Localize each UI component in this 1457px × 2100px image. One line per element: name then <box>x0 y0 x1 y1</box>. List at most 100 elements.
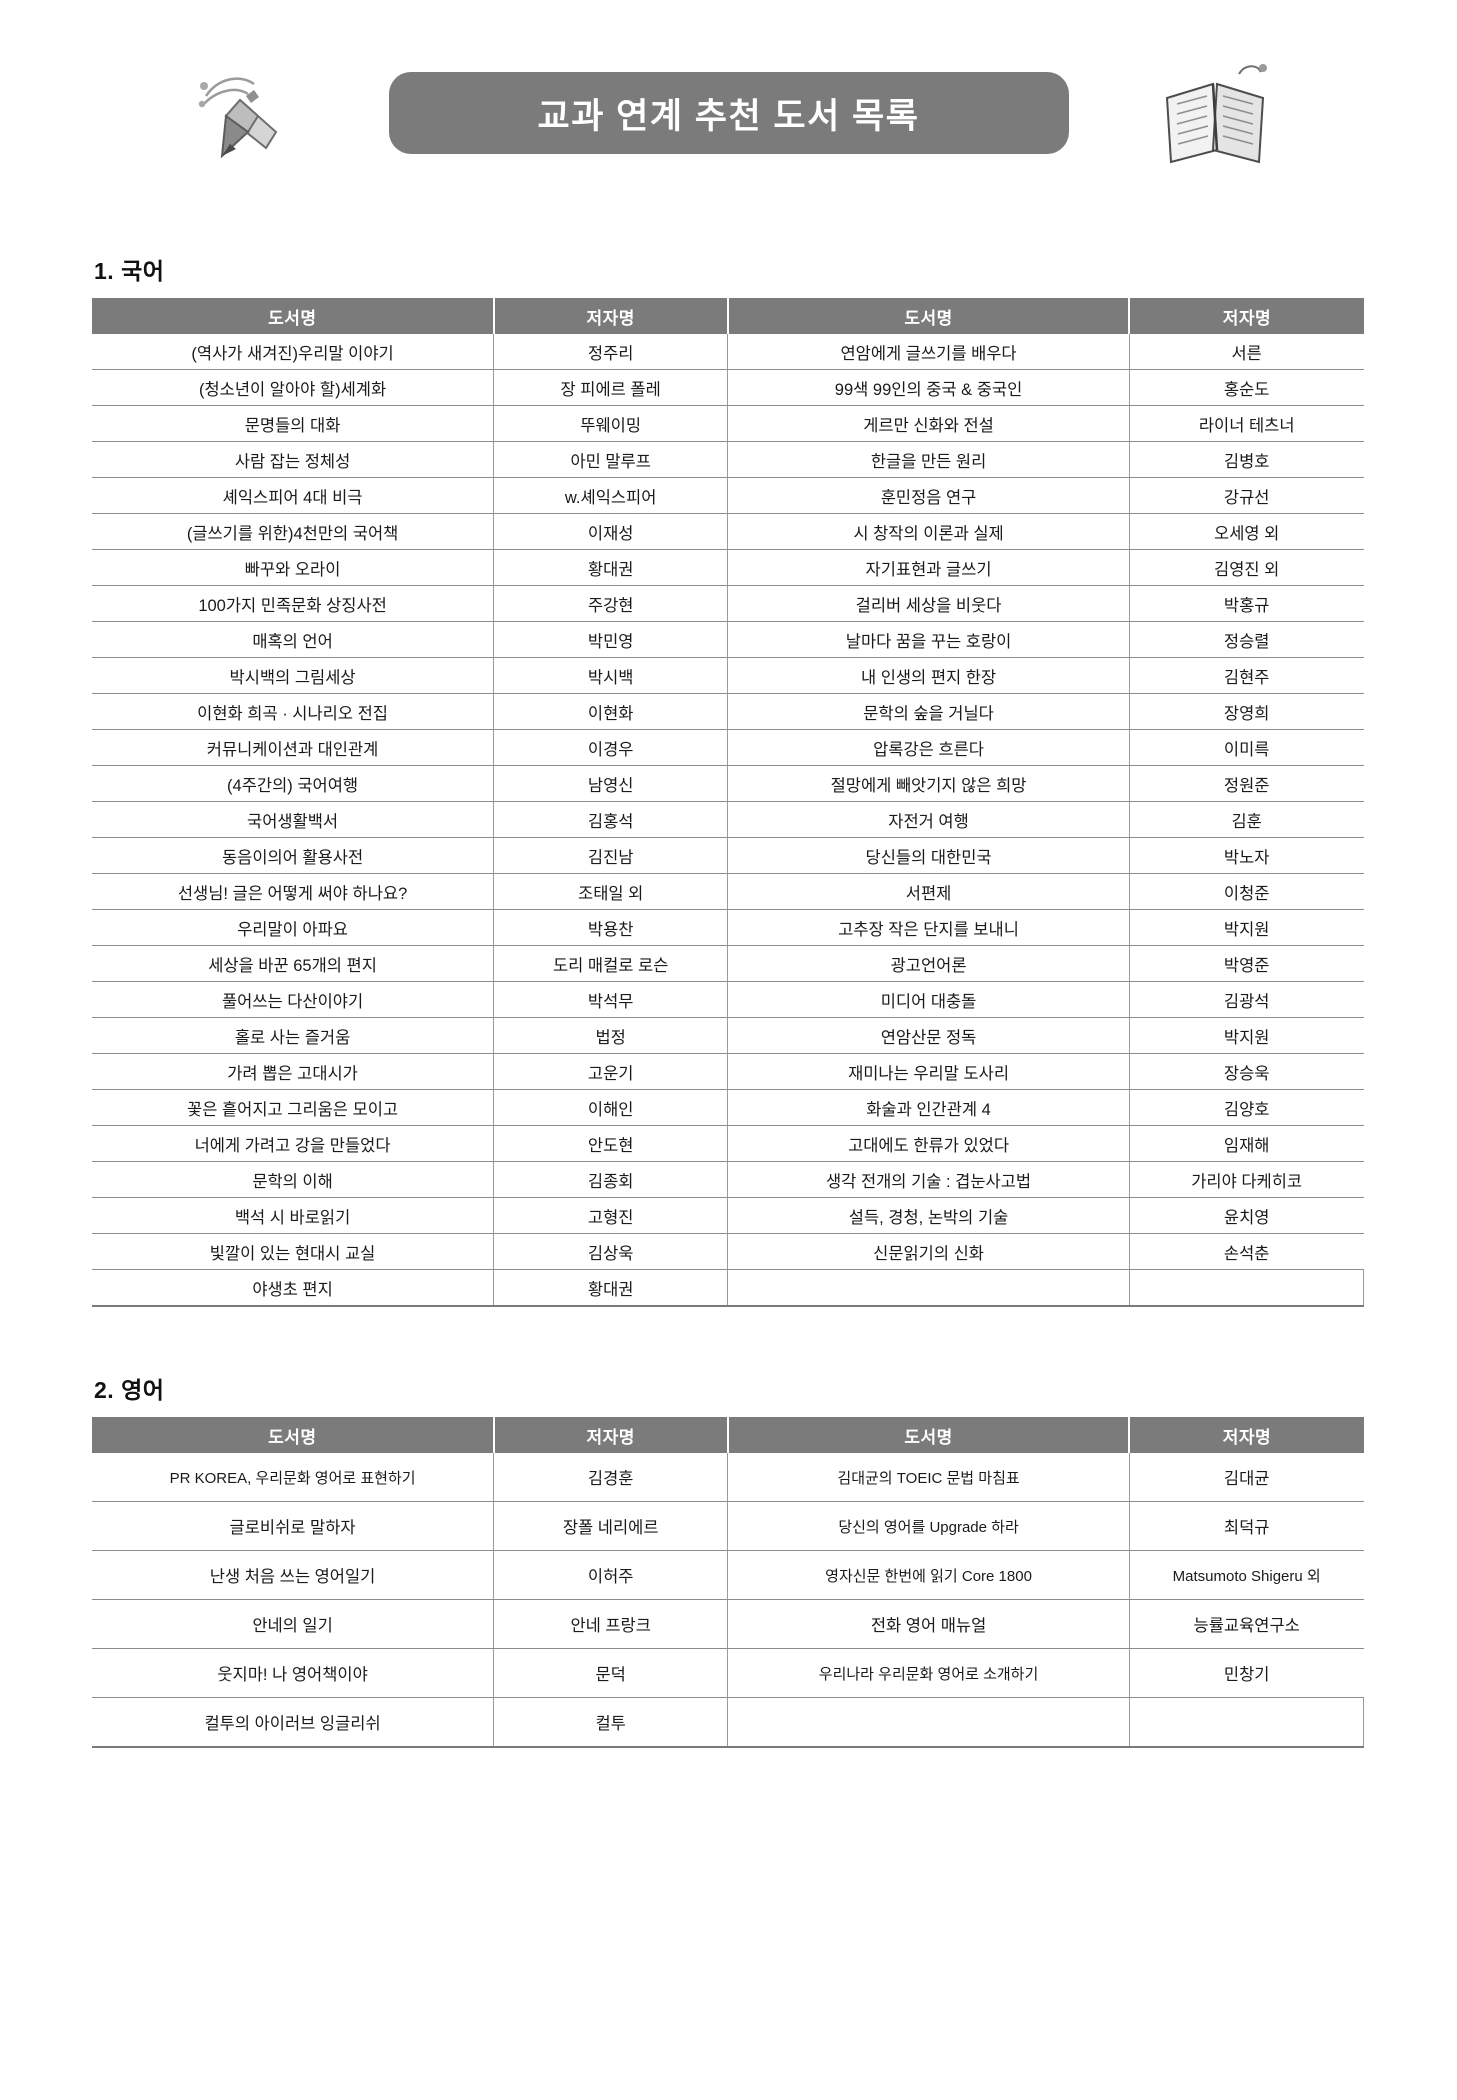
author-name-cell: 임재해 <box>1129 1125 1364 1162</box>
table-row: 야생초 편지 황대권 <box>92 1269 1365 1307</box>
table-row: 커뮤니케이션과 대인관계 이경우 압록강은 흐른다 이미륵 <box>92 729 1364 766</box>
author-name-cell: 법정 <box>493 1017 729 1054</box>
author-name-cell: 라이너 테츠너 <box>1129 405 1364 442</box>
book-title-cell: 연암에게 글쓰기를 배우다 <box>727 334 1130 370</box>
column-header-title-right: 도서명 <box>727 298 1131 334</box>
table-row: 글로비쉬로 말하자 장폴 네리에르 당신의 영어를 Upgrade 하라 최덕규 <box>92 1501 1364 1551</box>
table-row: (역사가 새겨진)우리말 이야기 정주리 연암에게 글쓰기를 배우다 서른 <box>92 334 1364 370</box>
book-title-cell: 국어생활백서 <box>92 801 495 838</box>
book-title-cell: 너에게 가려고 강을 만들었다 <box>92 1125 495 1162</box>
column-header-title-left: 도서명 <box>92 298 495 334</box>
author-name-cell: 손석춘 <box>1129 1233 1364 1270</box>
book-title-cell: 문학의 숲을 거닐다 <box>727 693 1130 730</box>
book-title-cell: 신문읽기의 신화 <box>727 1233 1130 1270</box>
table-row: 꽃은 흩어지고 그리움은 모이고 이해인 화술과 인간관계 4 김양호 <box>92 1089 1364 1126</box>
author-name-cell: 김상욱 <box>493 1233 729 1270</box>
book-title-cell: 매혹의 언어 <box>92 621 495 658</box>
book-title-cell: 광고언어론 <box>727 945 1130 982</box>
book-title-cell: 박시백의 그림세상 <box>92 657 495 694</box>
book-title-cell: 꽃은 흩어지고 그리움은 모이고 <box>92 1089 495 1126</box>
book-title-cell: 안네의 일기 <box>92 1599 495 1649</box>
author-name-cell: 박영준 <box>1129 945 1364 982</box>
book-title-cell: 설득, 경청, 논박의 기술 <box>727 1197 1130 1234</box>
author-name-cell: 고형진 <box>493 1197 729 1234</box>
author-name-cell: 주강현 <box>493 585 729 622</box>
section-heading-korean: 1. 국어 <box>94 258 165 284</box>
table-row: 난생 처음 쓰는 영어일기 이허주 영자신문 한번에 읽기 Core 1800 Mat… <box>92 1550 1364 1600</box>
author-name-cell: 황대권 <box>493 1269 729 1307</box>
book-title-cell: 난생 처음 쓰는 영어일기 <box>92 1550 495 1600</box>
table-row: 세상을 바꾼 65개의 편지 도리 매컬로 로슨 광고언어론 박영준 <box>92 945 1364 982</box>
book-title-cell: 백석 시 바로읽기 <box>92 1197 495 1234</box>
book-title-cell: 시 창작의 이론과 실제 <box>727 513 1130 550</box>
author-name-cell: 장 피에르 폴레 <box>493 369 729 406</box>
author-name-cell: 박노자 <box>1129 837 1364 874</box>
author-name-cell: 이재성 <box>493 513 729 550</box>
author-name-cell: 황대권 <box>493 549 729 586</box>
author-name-cell: 이해인 <box>493 1089 729 1126</box>
table-row: 백석 시 바로읽기 고형진 설득, 경청, 논박의 기술 윤치영 <box>92 1197 1364 1234</box>
book-title-cell: (4주간의) 국어여행 <box>92 765 495 802</box>
author-name-cell: 안도현 <box>493 1125 729 1162</box>
book-title-cell: 전화 영어 매뉴얼 <box>727 1599 1130 1649</box>
book-title-cell: 훈민정음 연구 <box>727 477 1130 514</box>
author-name-cell: 김병호 <box>1129 441 1364 478</box>
book-title-cell: 게르만 신화와 전설 <box>727 405 1130 442</box>
author-name-cell: 김양호 <box>1129 1089 1364 1126</box>
table-row: 안네의 일기 안네 프랑크 전화 영어 매뉴얼 능률교육연구소 <box>92 1599 1364 1649</box>
author-name-cell: 문덕 <box>493 1648 729 1698</box>
author-name-cell: 박시백 <box>493 657 729 694</box>
author-name-cell: 아민 말루프 <box>493 441 729 478</box>
book-title-cell: 연암산문 정독 <box>727 1017 1130 1054</box>
table-row: 매혹의 언어 박민영 날마다 꿈을 꾸는 호랑이 정승렬 <box>92 621 1364 658</box>
author-name-cell: 김광석 <box>1129 981 1364 1018</box>
book-title-cell: 문학의 이해 <box>92 1161 495 1198</box>
book-title-cell: 우리말이 아파요 <box>92 909 495 946</box>
author-name-cell: 박지원 <box>1129 909 1364 946</box>
book-title-cell: 문명들의 대화 <box>92 405 495 442</box>
book-title-cell: 100가지 민족문화 상징사전 <box>92 585 495 622</box>
column-header-author-right: 저자명 <box>1129 1417 1364 1453</box>
author-name-cell: 장승욱 <box>1129 1053 1364 1090</box>
book-title-cell: 고추장 작은 단지를 보내니 <box>727 909 1130 946</box>
table-row: 이현화 희곡 · 시나리오 전집 이현화 문학의 숲을 거닐다 장영희 <box>92 693 1364 730</box>
author-name-cell: 장영희 <box>1129 693 1364 730</box>
table-row: (글쓰기를 위한)4천만의 국어책 이재성 시 창작의 이론과 실제 오세영 외 <box>92 513 1364 550</box>
author-name-cell: Matsumoto Shigeru 외 <box>1129 1550 1364 1600</box>
author-name-cell: 강규선 <box>1129 477 1364 514</box>
book-title-cell: 당신의 영어를 Upgrade 하라 <box>727 1501 1130 1551</box>
table-row: 가려 뽑은 고대시가 고운기 재미나는 우리말 도사리 장승욱 <box>92 1053 1364 1090</box>
author-name-cell: 이허주 <box>493 1550 729 1600</box>
book-title-cell: 김대균의 TOEIC 문법 마침표 <box>727 1453 1130 1502</box>
author-name-cell: 도리 매컬로 로슨 <box>493 945 729 982</box>
book-title-cell: 걸리버 세상을 비웃다 <box>727 585 1130 622</box>
author-name-cell: 오세영 외 <box>1129 513 1364 550</box>
author-name-cell: 박석무 <box>493 981 729 1018</box>
author-name-cell: 박지원 <box>1129 1017 1364 1054</box>
table-row: 선생님! 글은 어떻게 써야 하나요? 조태일 외 서편제 이청준 <box>92 873 1364 910</box>
book-title-cell: 재미나는 우리말 도사리 <box>727 1053 1130 1090</box>
author-name-cell: 서른 <box>1129 334 1364 370</box>
title-banner: 교과 연계 추천 도서 목록 <box>388 72 1069 154</box>
table-row: (4주간의) 국어여행 남영신 절망에게 빼앗기지 않은 희망 정원준 <box>92 765 1364 802</box>
book-title-cell: 사람 잡는 정체성 <box>92 441 495 478</box>
author-name-cell: 박용찬 <box>493 909 729 946</box>
author-name-cell: 김현주 <box>1129 657 1364 694</box>
author-name-cell: 이현화 <box>493 693 729 730</box>
open-book-icon <box>1165 64 1267 164</box>
book-title-cell: (글쓰기를 위한)4천만의 국어책 <box>92 513 495 550</box>
author-name-cell: 김진남 <box>493 837 729 874</box>
column-header-title-left: 도서명 <box>92 1417 495 1453</box>
english-books-table: 도서명 저자명 도서명 저자명 PR KOREA, 우리문화 영어로 표현하기 김… <box>92 1417 1365 1748</box>
book-title-cell: 자기표현과 글쓰기 <box>727 549 1130 586</box>
author-name-cell: 컬투 <box>493 1697 729 1748</box>
korean-books-table: 도서명 저자명 도서명 저자명 (역사가 새겨진)우리말 이야기 정주리 연암에게 … <box>92 298 1365 1307</box>
book-title-cell: (청소년이 알아야 할)세계화 <box>92 369 495 406</box>
book-title-cell: (역사가 새겨진)우리말 이야기 <box>92 334 495 370</box>
table-row: 빛깔이 있는 현대시 교실 김상욱 신문읽기의 신화 손석춘 <box>92 1233 1364 1270</box>
table-row: 문학의 이해 김종회 생각 전개의 기술 : 겹눈사고법 가리야 다케히코 <box>92 1161 1364 1198</box>
book-title-cell: 선생님! 글은 어떻게 써야 하나요? <box>92 873 495 910</box>
empty-cell <box>727 1697 1130 1748</box>
title-banner-area: 교과 연계 추천 도서 목록 <box>92 52 1365 212</box>
book-title-cell: 서편제 <box>727 873 1130 910</box>
